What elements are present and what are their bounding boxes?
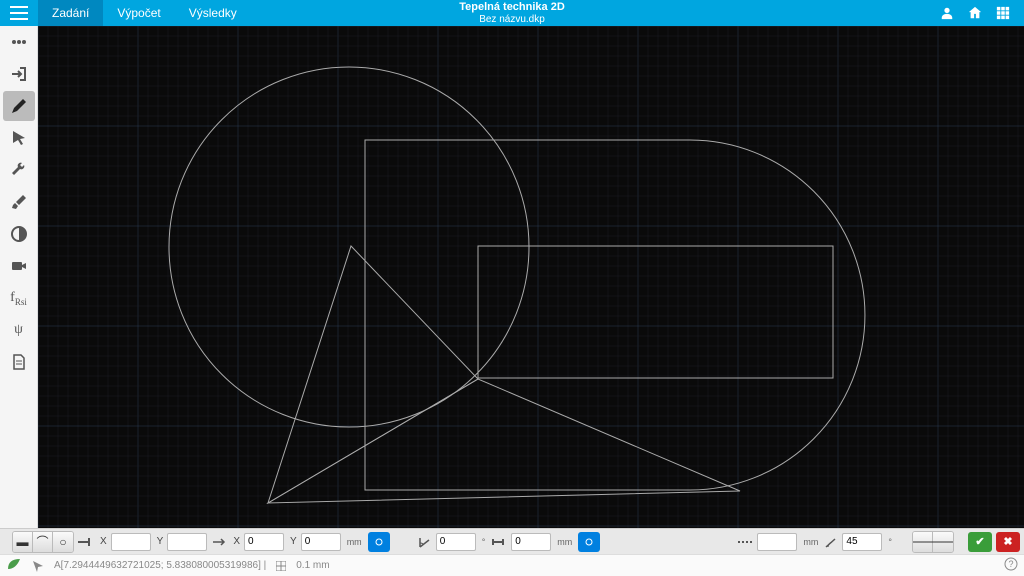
menu-button[interactable] [0, 0, 38, 26]
unit-label-3: mm [801, 537, 820, 547]
rotate-icon [824, 535, 838, 549]
shapes [38, 26, 1024, 528]
snap-circle-button[interactable]: ○ [53, 532, 73, 552]
unit-label-2: mm [555, 537, 574, 547]
tool-more[interactable] [3, 27, 35, 57]
status-bar: A[7.2944449632721025; 5.838080005319986]… [0, 554, 1024, 576]
left-toolbar: fRsiψ [0, 26, 38, 528]
unit-label-1: mm [345, 537, 364, 547]
tool-brush[interactable] [3, 187, 35, 217]
canvas[interactable] [38, 26, 1024, 528]
lock-polar-button[interactable] [578, 532, 600, 552]
abs-x-input[interactable] [111, 533, 151, 551]
snap-mode-group: ▬ ⌒ ○ [12, 531, 74, 553]
rel-y-label: Y [288, 536, 299, 547]
apps-icon[interactable] [996, 6, 1010, 20]
abs-y-label: Y [155, 536, 166, 547]
app-title: Tepelná technika 2D [459, 1, 565, 13]
abs-y-input[interactable] [167, 533, 207, 551]
abs-coord-icon [78, 536, 94, 548]
file-name: Bez názvu.dkp [459, 14, 565, 25]
title: Tepelná technika 2D Bez názvu.dkp [459, 1, 565, 24]
abs-x-label: X [98, 536, 109, 547]
leaf-icon [6, 557, 22, 574]
svg-text:?: ? [1008, 559, 1013, 569]
rel-x-label: X [231, 536, 242, 547]
tool-psi[interactable]: ψ [3, 315, 35, 345]
dist-input[interactable] [511, 533, 551, 551]
redo-button[interactable]: 🡒 [933, 532, 953, 552]
angle-input[interactable] [436, 533, 476, 551]
tool-import[interactable] [3, 59, 35, 89]
tab-2[interactable]: Výsledky [175, 0, 251, 26]
rel-x-input[interactable] [244, 533, 284, 551]
tool-draw[interactable] [3, 91, 35, 121]
nav-group: 🡐 🡒 [912, 531, 954, 553]
confirm-button[interactable]: ✔ [968, 532, 992, 552]
user-icon[interactable] [940, 6, 954, 20]
cursor-status-icon [32, 560, 44, 572]
help-button[interactable]: ? [1004, 557, 1018, 574]
tool-settings[interactable] [3, 155, 35, 185]
home-icon[interactable] [968, 6, 982, 20]
tool-camera[interactable] [3, 251, 35, 281]
snap-arc-button[interactable]: ⌒ [33, 532, 53, 552]
tool-frsi[interactable]: fRsi [3, 283, 35, 313]
angle-icon [418, 535, 432, 549]
dist-icon [491, 536, 507, 548]
cancel-button[interactable]: ✖ [996, 532, 1020, 552]
tool-contrast[interactable] [3, 219, 35, 249]
degree-label-1: ° [480, 537, 488, 547]
snap-end-button[interactable]: ▬ [13, 532, 33, 552]
tool-doc[interactable] [3, 347, 35, 377]
grid-status-icon [276, 561, 286, 571]
step-icon [737, 537, 753, 547]
top-bar: ZadáníVýpočetVýsledky Tepelná technika 2… [0, 0, 1024, 26]
tab-0[interactable]: Zadání [38, 0, 103, 26]
rel-coord-icon [211, 536, 227, 548]
tab-1[interactable]: Výpočet [103, 0, 174, 26]
rotate-input[interactable] [842, 533, 882, 551]
tool-cursor[interactable] [3, 123, 35, 153]
lock-coord-button[interactable] [368, 532, 390, 552]
step-input[interactable] [757, 533, 797, 551]
bottom-controls: ▬ ⌒ ○ X Y X Y mm ° mm mm ° 🡐 🡒 ✔ ✖ [0, 528, 1024, 554]
rel-y-input[interactable] [301, 533, 341, 551]
snap-readout: 0.1 mm [296, 560, 329, 571]
coords-readout: A[7.2944449632721025; 5.838080005319986]… [54, 560, 266, 571]
degree-label-2: ° [886, 537, 894, 547]
